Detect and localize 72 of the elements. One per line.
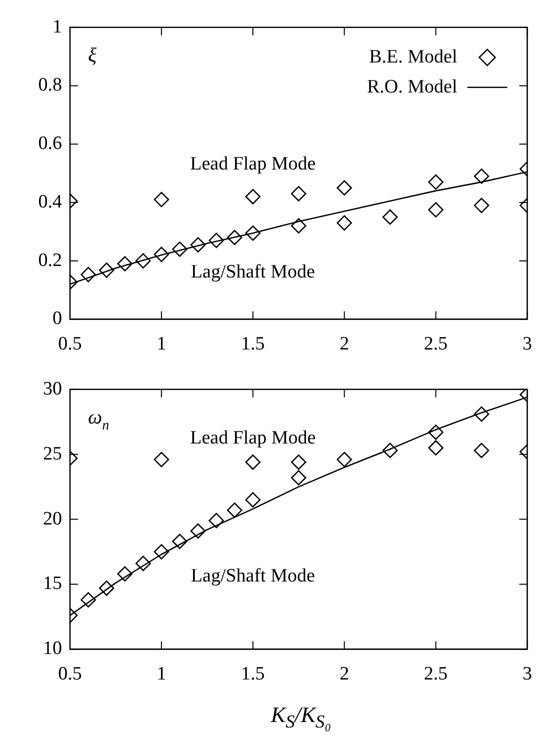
- point: [290, 186, 306, 202]
- x-tick-label: 1.5: [241, 334, 265, 355]
- y-tick-label: 25: [43, 443, 62, 464]
- y-tick-label: 30: [43, 378, 62, 400]
- point: [226, 230, 242, 246]
- point: [208, 232, 224, 248]
- point: [336, 180, 352, 196]
- point: [208, 512, 224, 528]
- point: [336, 215, 352, 231]
- point: [172, 242, 188, 257]
- point: [80, 592, 96, 608]
- point: [428, 424, 444, 440]
- y-tick-label: 20: [43, 508, 62, 530]
- annotation: Lead Flap Mode: [190, 428, 316, 449]
- x-tick-label: 2.5: [424, 334, 448, 355]
- point: [290, 470, 306, 486]
- point: [245, 492, 261, 508]
- point: [290, 454, 306, 470]
- x-tick-label: 3: [522, 334, 532, 355]
- point: [154, 452, 170, 468]
- point: [245, 225, 261, 241]
- y-tick-label: 0.4: [38, 191, 62, 212]
- point: [190, 523, 206, 539]
- point: [80, 266, 96, 282]
- point: [154, 192, 170, 208]
- point: [136, 253, 151, 268]
- point: [474, 442, 490, 458]
- point: [428, 440, 444, 456]
- y-tick-label: 1: [52, 16, 62, 38]
- annotation: Lag/Shaft Mode: [190, 261, 315, 282]
- point: [117, 256, 133, 272]
- point: [290, 218, 306, 234]
- point: [117, 566, 133, 582]
- point: [154, 544, 170, 560]
- point: [245, 188, 261, 204]
- point: [382, 442, 398, 458]
- y-tick-label: 0.6: [38, 133, 62, 154]
- x-tick-label: 1: [156, 334, 166, 355]
- point: [474, 198, 490, 214]
- x-tick-label: 2: [340, 334, 350, 355]
- y-tick-label: 0.8: [38, 74, 62, 96]
- point: [245, 454, 261, 470]
- point: [136, 556, 151, 572]
- annotation: Lag/Shaft Mode: [190, 565, 315, 586]
- y-tick-label: 0.2: [38, 250, 62, 271]
- point: [336, 452, 352, 468]
- annotation: Lead Flap Mode: [190, 154, 316, 175]
- point: [428, 174, 444, 190]
- y-tick-label: 0: [52, 308, 62, 330]
- y-tick-label: 15: [43, 573, 62, 594]
- x-tick-label: 0.5: [58, 664, 82, 685]
- point: [98, 580, 114, 596]
- y-tick-label: 10: [43, 638, 62, 660]
- point: [190, 237, 206, 252]
- legend-label: B.E. Model: [369, 46, 458, 68]
- point: [98, 262, 114, 278]
- y-axis-title: ξ: [88, 44, 97, 66]
- point: [474, 168, 490, 184]
- x-axis-title: K$_{S}$/K$_{S₀}$: [270, 701, 332, 734]
- point: [382, 209, 398, 225]
- point: [226, 502, 242, 518]
- point: [474, 406, 490, 422]
- x-tick-label: 1.5: [241, 664, 265, 685]
- x-tick-label: 1: [156, 664, 166, 685]
- point: [428, 202, 444, 218]
- point: [172, 534, 188, 550]
- x-tick-label: 2.5: [424, 664, 448, 685]
- x-tick-label: 3: [522, 664, 532, 685]
- legend-label: R.O. Model: [367, 76, 458, 98]
- point: [154, 246, 170, 262]
- x-tick-label: 0.5: [58, 334, 82, 355]
- x-tick-label: 2: [340, 664, 350, 685]
